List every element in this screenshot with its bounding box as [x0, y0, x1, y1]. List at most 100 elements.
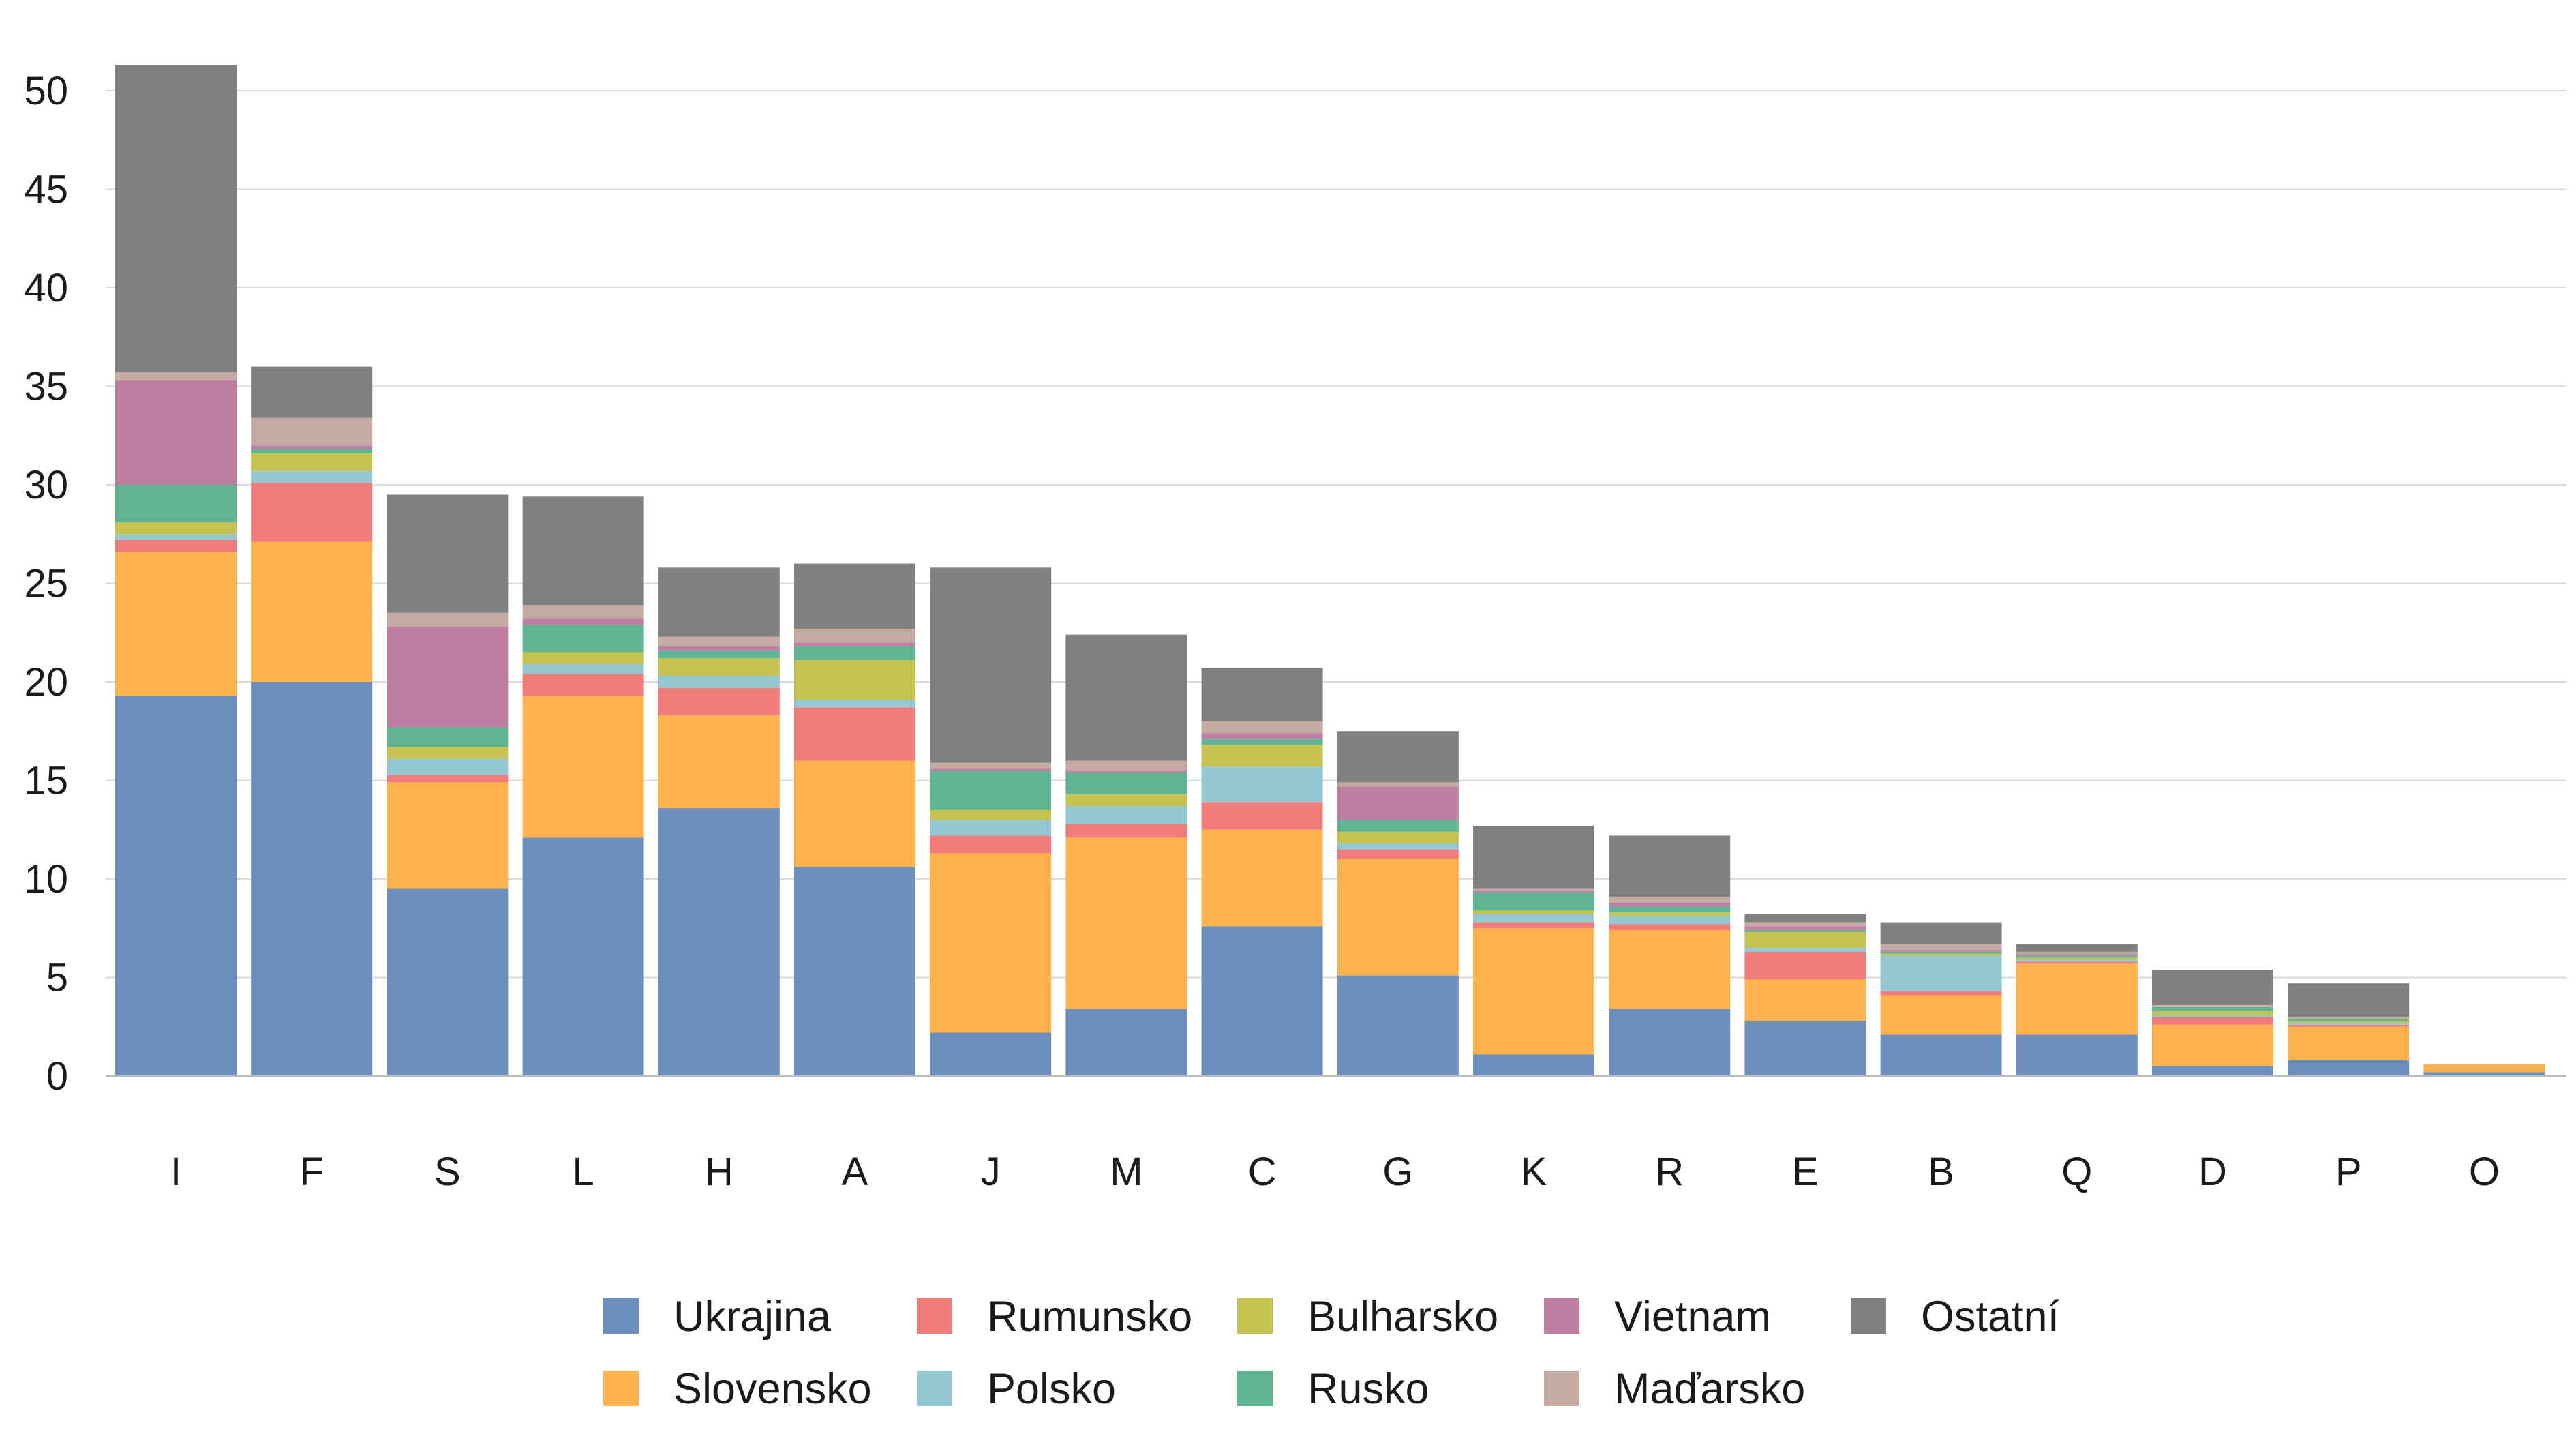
bar-segment-G-7 — [1337, 782, 1459, 787]
legend-item: Rumunsko — [917, 1293, 1192, 1341]
bar-segment-L-8 — [522, 496, 644, 606]
bar-segment-J-3 — [930, 820, 1052, 836]
bar-segment-H-6 — [658, 646, 780, 651]
bar-segment-P-4 — [2288, 1021, 2410, 1023]
bar-segment-S-5 — [387, 727, 509, 747]
x-tick-label: Q — [2061, 1150, 2092, 1194]
bar-segment-Q-5 — [2016, 955, 2138, 958]
bar-segment-F-3 — [251, 470, 373, 483]
bar-segment-E-7 — [1744, 922, 1866, 927]
bar-segment-M-1 — [1065, 837, 1187, 1009]
gridlines — [106, 90, 2566, 979]
y-axis-ticks: 0 5 10 15 20 25 30 35 40 45 50 — [24, 69, 68, 1099]
x-tick-label: I — [170, 1150, 181, 1194]
bar-segment-G-0 — [1337, 975, 1459, 1076]
bar-segment-B-2 — [1880, 991, 2002, 996]
bar-segment-S-7 — [387, 612, 509, 627]
bar-segment-P-2 — [2288, 1024, 2410, 1027]
bar-segment-C-0 — [1201, 926, 1323, 1076]
bar-segment-P-0 — [2288, 1060, 2410, 1076]
legend-item: Ostatní — [1851, 1293, 2060, 1341]
bar-segment-G-2 — [1337, 849, 1459, 860]
bar-segment-S-2 — [387, 774, 509, 783]
x-tick-label: D — [2198, 1150, 2227, 1194]
bar-segment-F-5 — [251, 449, 373, 453]
bar-segment-A-7 — [794, 628, 915, 643]
bar-segment-I-5 — [115, 485, 237, 522]
bar-segment-P-1 — [2288, 1026, 2410, 1060]
legend-label: Rumunsko — [987, 1293, 1192, 1341]
bar-segment-I-3 — [115, 534, 237, 540]
bar-segment-Q-8 — [2016, 944, 2138, 952]
x-tick-label: P — [2335, 1150, 2362, 1194]
bar-segment-J-4 — [930, 809, 1052, 820]
bar-segment-B-4 — [1880, 953, 2002, 956]
bar-segment-Q-6 — [2016, 953, 2138, 956]
bar-segment-J-2 — [930, 835, 1052, 854]
bar-segment-A-0 — [794, 867, 915, 1076]
bar-segment-M-4 — [1065, 794, 1187, 807]
bar-segment-R-6 — [1609, 902, 1731, 907]
bar-segment-Q-1 — [2016, 963, 2138, 1035]
bar-segment-I-7 — [115, 372, 237, 380]
x-tick-label: M — [1110, 1150, 1142, 1194]
legend-swatch — [1544, 1371, 1579, 1406]
legend-swatch — [1851, 1298, 1886, 1334]
bar-segment-K-0 — [1473, 1054, 1594, 1076]
legend-item: Vietnam — [1544, 1293, 1771, 1341]
bar-segment-L-4 — [522, 652, 644, 664]
bar-segment-G-3 — [1337, 843, 1459, 850]
bar-segment-R-5 — [1609, 906, 1731, 913]
bar-segment-R-4 — [1609, 912, 1731, 916]
bar-segment-I-4 — [115, 522, 237, 535]
legend-label: Rusko — [1307, 1365, 1429, 1413]
y-tick-label: 40 — [24, 266, 68, 310]
x-tick-label: S — [434, 1150, 461, 1194]
x-tick-label: L — [572, 1150, 594, 1194]
bar-segment-D-1 — [2152, 1024, 2273, 1066]
bar-segment-J-5 — [930, 771, 1052, 810]
bar-segment-R-8 — [1609, 835, 1731, 897]
bar-segment-C-2 — [1201, 802, 1323, 830]
bar-segment-M-7 — [1065, 760, 1187, 771]
legend: Ukrajina Slovensko Rumunsko Polsko Bulharsko… — [603, 1293, 2060, 1413]
x-tick-label: O — [2469, 1150, 2500, 1194]
bar-segment-B-3 — [1880, 955, 2002, 991]
bar-segment-K-1 — [1473, 928, 1594, 1055]
bar-segment-C-1 — [1201, 829, 1323, 927]
bar-segment-I-1 — [115, 552, 237, 696]
x-tick-label: C — [1248, 1150, 1277, 1194]
bar-segment-G-5 — [1337, 820, 1459, 832]
bar-segment-H-3 — [658, 676, 780, 688]
bar-segment-D-4 — [2152, 1011, 2273, 1015]
x-tick-label: G — [1382, 1150, 1413, 1194]
legend-swatch — [603, 1298, 639, 1334]
bar-segment-L-6 — [522, 618, 644, 625]
bar-segment-R-1 — [1609, 930, 1731, 1009]
bar-segment-F-4 — [251, 453, 373, 471]
legend-label: Ukrajina — [673, 1293, 832, 1341]
bar-segment-Q-2 — [2016, 961, 2138, 964]
bar-segment-D-3 — [2152, 1015, 2273, 1017]
bar-segment-A-5 — [794, 646, 915, 661]
bar-segment-F-8 — [251, 366, 373, 418]
bar-segment-E-5 — [1744, 930, 1866, 933]
y-tick-label: 30 — [24, 463, 68, 507]
bar-segment-B-7 — [1880, 944, 2002, 951]
bar-segment-F-7 — [251, 417, 373, 446]
legend-item: Bulharsko — [1237, 1293, 1498, 1341]
bar-segment-K-5 — [1473, 893, 1594, 911]
bar-segment-I-0 — [115, 696, 237, 1076]
bar-segment-G-1 — [1337, 859, 1459, 976]
bar-segment-M-8 — [1065, 634, 1187, 761]
bar-segment-F-0 — [251, 682, 373, 1076]
legend-label: Polsko — [987, 1365, 1116, 1413]
bar-segment-B-5 — [1880, 951, 2002, 954]
bar-segment-L-2 — [522, 674, 644, 696]
bar-segment-K-4 — [1473, 910, 1594, 915]
bar-segment-A-1 — [794, 760, 915, 867]
bar-segment-B-0 — [1880, 1034, 2002, 1076]
bar-segment-D-5 — [2152, 1006, 2273, 1011]
